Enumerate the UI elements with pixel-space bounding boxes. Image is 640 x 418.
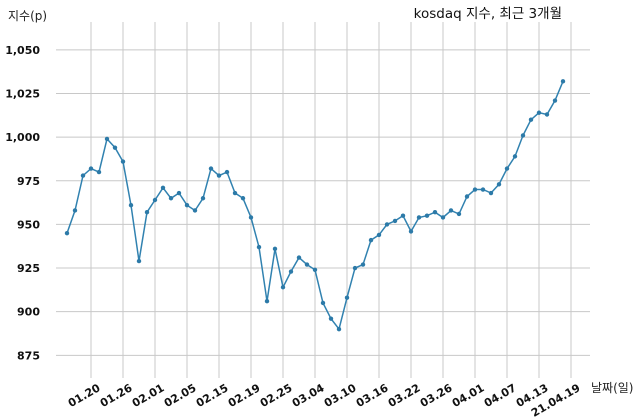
x-tick-label: 03.22 <box>386 381 423 410</box>
data-point <box>328 316 334 321</box>
x-tick-label: 02.05 <box>162 381 199 410</box>
data-point <box>496 182 502 187</box>
gridlines <box>56 22 590 378</box>
y-tick-label: 900 <box>17 306 40 319</box>
data-point <box>136 258 142 264</box>
data-point <box>344 295 350 300</box>
x-tick-label: 04.01 <box>450 381 487 410</box>
data-point <box>272 246 278 252</box>
x-tick-label: 02.01 <box>130 381 167 410</box>
x-tick-label: 03.04 <box>290 381 327 410</box>
data-point <box>288 269 294 274</box>
y-tick-label: 875 <box>17 349 40 362</box>
data-point <box>200 196 206 201</box>
x-tick-label: 04.07 <box>482 381 519 410</box>
y-tick-label: 975 <box>17 175 40 188</box>
x-tick-label: 01.20 <box>66 381 103 410</box>
data-point <box>528 117 534 122</box>
x-tick-label: 02.25 <box>258 381 295 410</box>
data-point <box>120 159 126 164</box>
y-tick-label: 1,025 <box>5 88 40 101</box>
data-point <box>416 215 422 220</box>
y-tick-label: 925 <box>17 262 40 275</box>
data-point <box>520 133 526 138</box>
data-point <box>472 187 478 192</box>
data-point <box>232 190 238 196</box>
x-tick-label: 03.26 <box>418 381 455 410</box>
data-point <box>432 210 438 215</box>
data-point <box>256 244 262 250</box>
data-point <box>392 218 398 224</box>
data-point <box>184 203 190 208</box>
data-point <box>456 211 462 217</box>
data-point <box>192 208 198 213</box>
data-point <box>312 267 318 273</box>
data-point <box>304 262 310 267</box>
data-point <box>448 208 454 213</box>
data-point <box>96 169 102 175</box>
data-point <box>128 203 134 208</box>
data-point <box>360 262 366 267</box>
x-tick-labels: 01.2001.2602.0102.0502.1502.1902.2503.04… <box>66 381 583 418</box>
data-point <box>544 112 550 117</box>
data-point <box>152 197 158 203</box>
x-tick-label: 02.15 <box>194 381 231 410</box>
y-tick-label: 1,050 <box>5 44 40 57</box>
data-point <box>64 230 70 236</box>
data-point <box>320 300 326 306</box>
data-point <box>504 166 510 171</box>
data-point <box>552 98 558 103</box>
data-point <box>424 213 430 218</box>
data-point <box>296 255 302 260</box>
data-point <box>112 145 118 150</box>
data-point <box>336 326 342 332</box>
data-point <box>104 136 110 142</box>
y-tick-label: 950 <box>17 218 40 231</box>
x-tick-label: 03.16 <box>354 381 391 410</box>
data-point <box>400 213 406 218</box>
data-point <box>160 185 166 190</box>
x-tick-label: 02.19 <box>226 381 263 410</box>
data-point <box>512 154 518 159</box>
data-point <box>384 222 390 227</box>
data-point <box>72 208 78 213</box>
data-point <box>208 166 214 171</box>
y-axis-label: 지수(p) <box>8 9 47 23</box>
data-point <box>488 190 494 196</box>
data-point <box>376 232 382 238</box>
chart-title: kosdaq 지수, 최근 3개월 <box>414 6 562 22</box>
data-point <box>248 215 254 220</box>
y-tick-labels: 875 900 925 950 975 1,000 1,025 1,050 <box>5 44 40 362</box>
series-kosdaq <box>64 79 566 332</box>
x-tick-label: 01.26 <box>98 381 135 410</box>
data-point <box>216 173 222 178</box>
x-axis-label: 날짜(일) <box>591 381 633 395</box>
data-point <box>240 196 246 201</box>
data-point <box>168 196 174 201</box>
y-tick-label: 1,000 <box>5 131 40 144</box>
data-point <box>264 299 270 304</box>
data-point <box>80 173 86 178</box>
data-point <box>280 285 286 290</box>
x-tick-label: 03.10 <box>322 381 359 410</box>
data-point <box>224 169 230 175</box>
data-point <box>480 187 486 192</box>
data-point <box>408 229 414 234</box>
data-point <box>536 110 542 115</box>
data-point <box>352 265 358 271</box>
data-point <box>176 190 182 196</box>
data-point <box>440 215 446 220</box>
data-point <box>464 194 470 199</box>
data-point <box>88 166 94 171</box>
data-point <box>144 210 150 215</box>
data-point <box>560 79 566 84</box>
data-point <box>368 237 374 243</box>
